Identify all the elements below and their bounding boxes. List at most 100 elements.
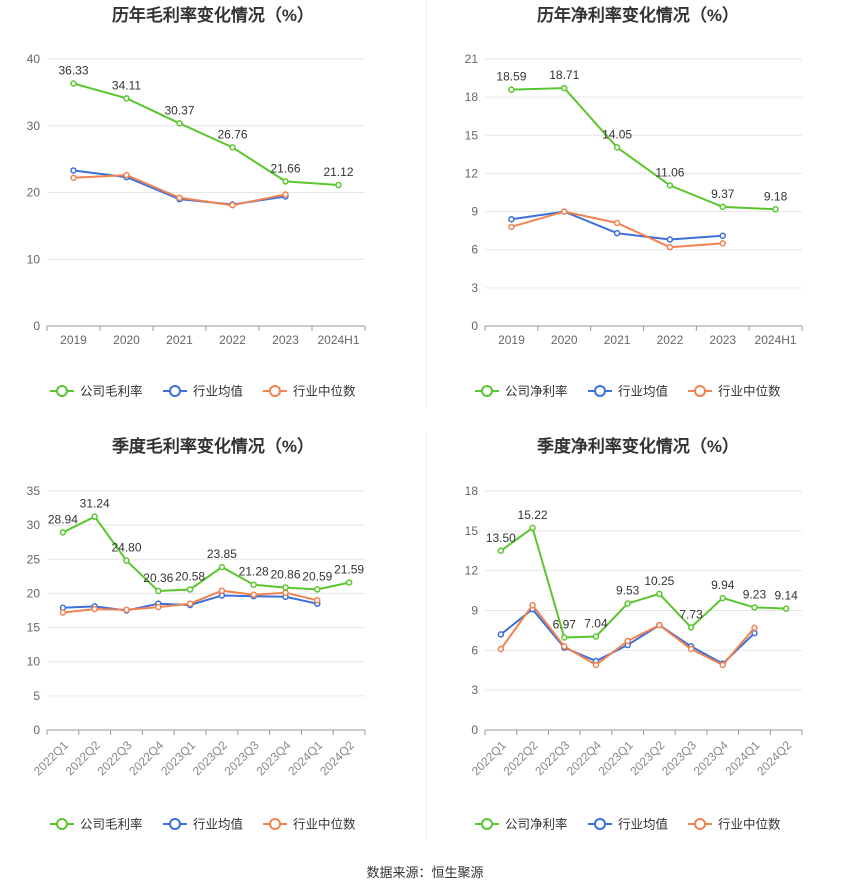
y-tick-label: 15 [465, 128, 479, 142]
data-point [529, 601, 536, 609]
data-point [508, 86, 515, 93]
data-point [123, 95, 130, 102]
data-point [666, 236, 674, 243]
legend-marker [594, 818, 606, 830]
data-point [123, 606, 130, 614]
data-label: 10.25 [644, 574, 674, 588]
data-point [592, 633, 600, 640]
data-point [497, 631, 505, 638]
data-label: 20.58 [175, 569, 205, 583]
legend-marker [594, 385, 606, 397]
chart-title: 历年毛利率变化情况（%） [112, 5, 314, 25]
y-tick-label: 3 [471, 683, 478, 697]
data-point [624, 637, 631, 645]
legend-label: 行业均值 [618, 384, 668, 399]
series-line-3 [500, 603, 756, 667]
data-label: 18.59 [496, 70, 526, 84]
data-point [613, 229, 621, 237]
data-label: 9.37 [711, 187, 735, 201]
series-line-1 [73, 82, 339, 186]
data-point [282, 589, 289, 596]
data-point [155, 587, 162, 595]
data-point [250, 591, 257, 599]
data-point [282, 178, 289, 185]
legend-label: 行业中位数 [293, 817, 356, 832]
data-point [508, 215, 515, 223]
chart-3: 季度毛利率变化情况（%）051015202530352022Q12022Q220… [27, 436, 366, 832]
series-line-1 [500, 526, 787, 639]
data-point [250, 581, 257, 588]
data-label: 31.24 [80, 497, 110, 511]
data-point [613, 219, 621, 227]
y-tick-label: 20 [27, 186, 41, 200]
chart-1: 历年毛利率变化情况（%） 0 10 20 30 40 2019 2020 2021 2022 202… [27, 5, 366, 399]
y-tick-label: 18 [465, 484, 479, 498]
y-tick-label: 12 [465, 564, 479, 578]
data-point [70, 80, 77, 87]
legend-marker [56, 818, 68, 830]
data-point [91, 605, 98, 613]
chart-4: 季度净利率变化情况（%）03691215182022Q12022Q22022Q3… [465, 436, 803, 832]
legend-label: 公司净利率 [505, 384, 568, 399]
chart-title: 历年净利率变化情况（%） [537, 5, 739, 25]
legend-label: 公司净利率 [505, 817, 568, 832]
source-note: 数据来源：恒生聚源 [366, 865, 484, 880]
series-line-2 [500, 607, 756, 665]
y-tick-label: 0 [471, 319, 478, 333]
y-tick-label: 12 [465, 166, 479, 180]
data-point [155, 603, 162, 611]
legend-marker [694, 385, 706, 397]
x-tick-label: 2023 [709, 333, 736, 347]
x-tick-label: 2024Q2 [754, 738, 794, 778]
x-tick-label: 2020 [551, 333, 578, 347]
data-point [719, 594, 726, 602]
data-label: 7.73 [679, 607, 703, 621]
data-point [123, 557, 130, 564]
data-point [719, 661, 726, 669]
x-tick-label: 2022 [219, 333, 246, 347]
chart-title: 季度毛利率变化情况（%） [112, 436, 314, 456]
data-point [719, 232, 726, 239]
data-point [59, 529, 67, 536]
data-point [70, 167, 77, 174]
data-label: 21.28 [239, 565, 269, 579]
data-label: 28.94 [48, 512, 78, 526]
x-tick-label: 2024H1 [755, 333, 797, 347]
data-point [186, 586, 194, 593]
data-label: 20.59 [302, 569, 332, 583]
data-label: 18.71 [549, 68, 579, 82]
x-tick-label: 2022 [657, 333, 684, 347]
data-label: 21.59 [334, 563, 364, 577]
data-label: 30.37 [164, 103, 194, 117]
y-tick-label: 10 [27, 655, 41, 669]
x-tick-label: 2021 [604, 333, 631, 347]
x-tick-label: 2019 [60, 333, 87, 347]
legend-label: 行业中位数 [718, 817, 781, 832]
legend-marker [694, 818, 706, 830]
data-point [497, 645, 505, 653]
data-point [282, 584, 289, 591]
data-point [561, 643, 568, 650]
data-point [314, 586, 321, 593]
data-point [719, 240, 726, 247]
data-label: 9.23 [743, 587, 767, 601]
data-point [229, 201, 236, 209]
y-tick-label: 15 [27, 621, 41, 635]
data-point [624, 600, 631, 607]
legend-label: 行业均值 [618, 817, 668, 832]
data-point [656, 590, 663, 598]
legend-marker [169, 385, 181, 397]
legend-label: 公司毛利率 [80, 384, 143, 399]
data-point [176, 120, 183, 127]
y-tick-label: 9 [471, 205, 478, 219]
data-point [282, 191, 289, 198]
data-point [772, 206, 779, 213]
x-tick-label: 2019 [498, 333, 525, 347]
data-point [666, 182, 674, 189]
data-label: 13.50 [486, 531, 516, 545]
series-line-1 [62, 515, 350, 593]
data-point [656, 621, 663, 629]
vertical-divider-top [426, 0, 427, 408]
x-tick-label: 2021 [166, 333, 193, 347]
data-point [561, 84, 568, 92]
